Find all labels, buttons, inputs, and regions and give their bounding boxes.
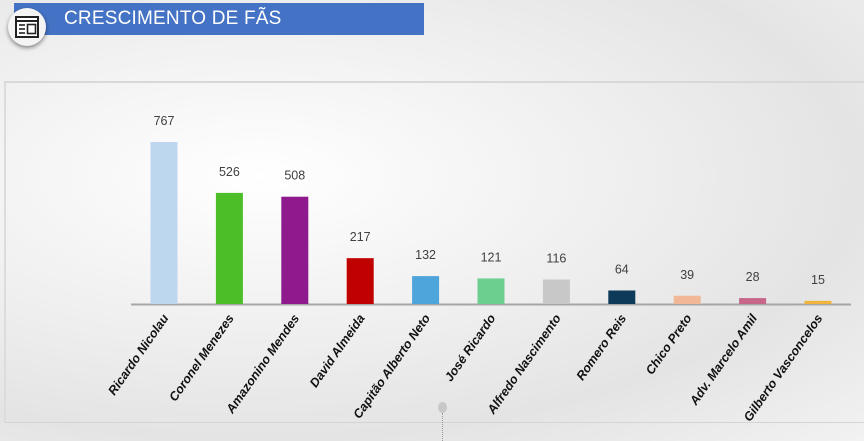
- bar: [673, 295, 701, 304]
- bar: [477, 278, 505, 304]
- chart-panel: [4, 81, 864, 423]
- bar: [346, 258, 374, 304]
- category-label: Ricardo Nicolau: [105, 311, 171, 397]
- timeline-handle: [438, 402, 447, 413]
- title-banner: CRESCIMENTO DE FÃS: [14, 3, 424, 35]
- bar: [281, 196, 309, 304]
- category-label: Adv. Marcelo Amil: [687, 311, 761, 408]
- data-label: 116: [546, 251, 566, 265]
- bar: [804, 300, 832, 304]
- category-label: Capitão Alberto Neto: [351, 311, 434, 421]
- page-title: CRESCIMENTO DE FÃS: [64, 8, 282, 29]
- bar: [412, 276, 440, 304]
- category-label: Romero Reis: [574, 312, 630, 383]
- timeline-connector: [442, 413, 443, 441]
- bar: [542, 279, 570, 304]
- data-label: 28: [746, 270, 760, 284]
- category-label: José Ricardo: [442, 311, 499, 384]
- bar: [150, 142, 178, 304]
- data-label: 526: [219, 165, 240, 179]
- data-label: 132: [415, 248, 436, 262]
- category-label: Amazonino Mendes: [223, 312, 302, 417]
- category-label: Alfredo Nascimento: [484, 311, 564, 417]
- data-label: 767: [154, 114, 175, 128]
- data-label: 15: [811, 273, 825, 287]
- category-label: Chico Preto: [643, 311, 695, 377]
- category-label: David Almeida: [307, 312, 368, 390]
- bar: [739, 298, 767, 304]
- data-label: 217: [350, 230, 371, 244]
- data-label: 64: [615, 262, 629, 276]
- data-label: 508: [284, 169, 305, 183]
- bar: [608, 290, 636, 304]
- bar: [215, 192, 243, 304]
- category-label: Coronel Menezes: [166, 312, 236, 404]
- newspaper-layout-icon: [8, 8, 46, 46]
- data-label: 121: [481, 250, 502, 264]
- data-label: 39: [680, 268, 694, 282]
